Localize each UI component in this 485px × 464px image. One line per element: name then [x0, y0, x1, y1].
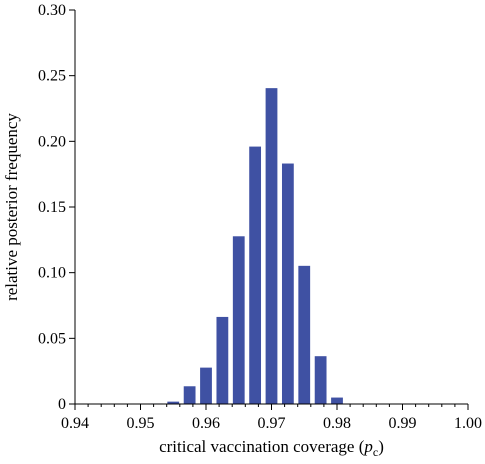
x-tick-label-2: 0.96: [192, 415, 220, 432]
y-ticks-group: 0 0.05 0.10 0.15 0.20 0.25 0.30: [38, 2, 75, 413]
x-axis-title-text: critical vaccination coverage (: [159, 437, 365, 456]
bar-1: [167, 401, 180, 404]
x-ticks-group: 0.94 0.95 0.96 0.97 0.98 0.99 1.00: [61, 404, 482, 432]
y-tick-label-4: 0.20: [38, 133, 66, 150]
bar-2: [183, 386, 196, 404]
x-tick-label-4: 0.98: [323, 415, 351, 432]
y-tick-label-5: 0.25: [38, 68, 66, 85]
y-tick-label-3: 0.15: [38, 199, 66, 216]
x-axis-title-close: ): [378, 437, 384, 456]
x-tick-label-3: 0.97: [258, 415, 286, 432]
bar-3: [200, 367, 212, 404]
x-tick-label-0: 0.94: [61, 415, 89, 432]
y-tick-label-1: 0.05: [38, 330, 66, 347]
bar-11: [331, 397, 343, 404]
bar-7: [265, 88, 278, 404]
bar-4: [216, 316, 229, 404]
y-axis-title: relative posterior frequency: [2, 113, 21, 301]
y-tick-label-0: 0: [58, 396, 66, 413]
bar-9: [298, 265, 311, 404]
bar-10: [314, 356, 327, 404]
x-tick-label-1: 0.95: [127, 415, 155, 432]
y-tick-label-2: 0.10: [38, 265, 66, 282]
y-tick-label-6: 0.30: [38, 2, 66, 19]
bar-8: [281, 163, 294, 404]
bar-6: [249, 146, 262, 404]
bar-5: [232, 236, 245, 404]
x-tick-label-6: 1.00: [454, 415, 482, 432]
x-axis-title: critical vaccination coverage (pc): [159, 437, 384, 459]
bars-group: [150, 88, 360, 405]
x-tick-label-5: 0.99: [389, 415, 417, 432]
x-axis-title-symbol: p: [363, 437, 373, 456]
x-axis-title-subscript: c: [373, 445, 378, 459]
